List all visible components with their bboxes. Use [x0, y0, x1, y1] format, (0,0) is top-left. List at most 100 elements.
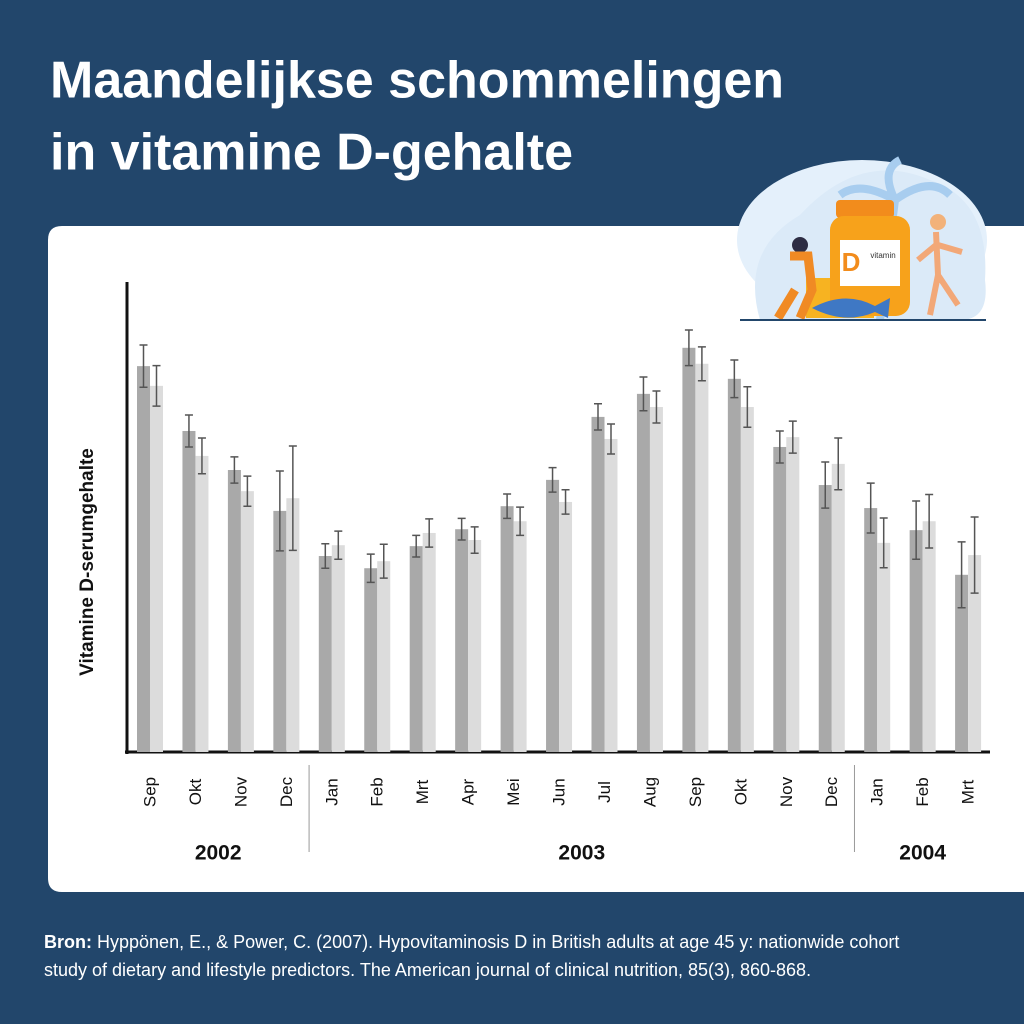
x-tick-label: Apr — [459, 778, 478, 805]
bar — [955, 574, 969, 752]
label — [840, 240, 900, 286]
bar — [740, 407, 754, 752]
cap — [836, 200, 894, 218]
error-bar — [457, 517, 466, 541]
bar — [559, 501, 573, 752]
x-tick-label: Okt — [186, 779, 205, 806]
bottle-letter: D — [842, 247, 861, 277]
bar — [286, 498, 300, 752]
bar — [682, 347, 696, 752]
x-tick-label: Sep — [140, 777, 159, 807]
bar — [150, 385, 163, 752]
error-bar — [594, 402, 602, 431]
bar — [695, 363, 709, 752]
bar — [227, 470, 241, 752]
bar — [604, 438, 618, 752]
error-bar — [366, 553, 375, 584]
x-tick-label: Dec — [277, 776, 296, 807]
error-bar — [548, 466, 557, 493]
error-bar — [730, 359, 739, 399]
bar — [909, 530, 923, 752]
error-bar — [334, 530, 343, 561]
error-bar — [197, 437, 206, 475]
error-bar — [561, 488, 570, 515]
bar — [831, 463, 845, 752]
bar — [546, 479, 560, 752]
bar — [773, 446, 787, 752]
x-tick-label: Jan — [868, 778, 887, 805]
group-label: 2003 — [558, 842, 605, 865]
bar — [500, 506, 514, 752]
error-bar — [866, 482, 875, 534]
bar — [877, 542, 891, 752]
bar — [137, 366, 150, 752]
group-label: 2004 — [899, 842, 946, 865]
source-label: Bron: — [44, 932, 92, 952]
y-axis-label: Vitamine D-serumgehalte — [77, 448, 98, 676]
bar — [864, 508, 878, 752]
bar — [818, 485, 832, 752]
bottle-label: vitamin — [870, 251, 895, 260]
error-bar — [879, 517, 888, 569]
x-tick-label: Mrt — [413, 779, 432, 804]
x-tick-label: Feb — [368, 777, 387, 806]
error-bar — [788, 420, 797, 454]
fish — [812, 298, 890, 318]
source-text: study of dietary and lifestyle predictor… — [44, 960, 811, 980]
bar — [455, 529, 469, 752]
error-bar — [503, 493, 512, 520]
person — [792, 237, 808, 253]
bar — [636, 393, 650, 752]
error-bar — [425, 518, 434, 548]
bar — [786, 437, 800, 752]
error-bar — [321, 543, 330, 569]
error-bar — [912, 500, 921, 561]
bar — [591, 416, 605, 752]
bar — [409, 546, 423, 752]
x-tick-label: Aug — [640, 777, 659, 807]
group-label: 2002 — [195, 842, 242, 865]
error-bar — [470, 526, 479, 554]
bar — [240, 491, 254, 752]
x-tick-label: Jan — [322, 778, 341, 805]
person — [774, 251, 817, 321]
x-tick-label: Okt — [731, 779, 750, 806]
bar — [422, 532, 436, 752]
bar — [318, 556, 332, 752]
x-tick-label: Nov — [777, 776, 796, 807]
error-bar — [607, 423, 615, 455]
error-bar — [275, 470, 284, 552]
error-bar — [412, 534, 421, 558]
x-tick-label: Nov — [231, 776, 250, 807]
error-bar — [184, 414, 193, 448]
error-bar — [243, 475, 252, 507]
error-bar — [834, 437, 843, 491]
x-tick-label: Dec — [822, 776, 841, 807]
error-bar — [379, 543, 388, 579]
error-bar — [697, 346, 706, 382]
error-bar — [970, 516, 979, 594]
error-bar — [516, 506, 525, 537]
title-line: Maandelijkse schommelingen — [50, 52, 784, 110]
bar — [331, 545, 345, 752]
error-bar — [775, 430, 784, 464]
error-bar — [152, 364, 161, 407]
error-bar — [230, 456, 239, 484]
error-bar — [684, 329, 693, 367]
person — [916, 231, 963, 316]
person — [930, 214, 946, 230]
x-tick-label: Mei — [504, 778, 523, 805]
bar — [649, 407, 663, 752]
error-bar — [925, 493, 934, 549]
title-line: in vitamine D-gehalte — [50, 124, 573, 182]
x-tick-label: Mrt — [959, 779, 978, 804]
bar — [364, 568, 378, 752]
bar — [468, 540, 482, 752]
error-bar — [821, 461, 830, 509]
bar — [727, 378, 741, 752]
error-bar — [743, 386, 752, 428]
bar — [377, 561, 391, 752]
bar — [273, 510, 287, 752]
x-tick-label: Jul — [595, 781, 614, 803]
